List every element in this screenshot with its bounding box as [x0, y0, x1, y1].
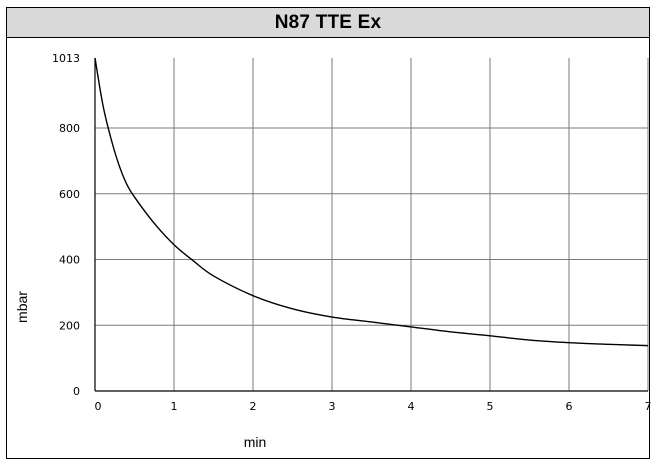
y-tick-label: 800: [59, 122, 80, 135]
title-bar: N87 TTE Ex: [7, 8, 649, 38]
x-tick-label: 5: [487, 400, 494, 413]
tick-labels: 0 1 2 3 4 5 6 7 0 200 400 600 800 1013: [52, 52, 652, 413]
x-tick-label: 6: [566, 400, 573, 413]
x-tick-label: 4: [408, 400, 415, 413]
chart-title: N87 TTE Ex: [274, 11, 382, 33]
y-axis-label: mbar: [14, 291, 30, 323]
y-tick-label: 1013: [52, 52, 80, 65]
x-tick-label: 1: [171, 400, 178, 413]
y-tick-label: 0: [73, 385, 80, 398]
x-tick-label: 0: [95, 400, 102, 413]
x-tick-label: 2: [250, 400, 257, 413]
x-tick-label: 7: [645, 400, 652, 413]
axes: [94, 58, 648, 392]
y-tick-label: 200: [59, 319, 80, 332]
series-lines: [94, 57, 649, 347]
grid: [95, 58, 649, 391]
y-tick-label: 400: [59, 254, 80, 267]
x-axis-label: min: [244, 434, 267, 450]
chart-frame: N87 TTE Ex: [6, 7, 650, 459]
x-tick-label: 3: [329, 400, 336, 413]
y-tick-label: 600: [59, 188, 80, 201]
series-line: [94, 57, 649, 347]
